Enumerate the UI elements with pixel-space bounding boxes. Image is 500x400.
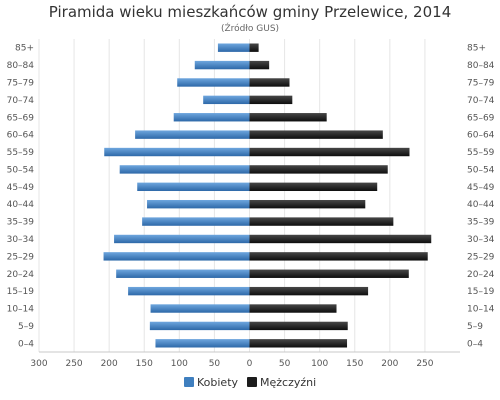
category-label-right: 85+ xyxy=(467,44,486,54)
category-label-left: 25–29 xyxy=(7,252,35,262)
bar-mezczyzni[interactable] xyxy=(249,113,327,122)
bar-kobiety[interactable] xyxy=(137,182,250,192)
bar-kobiety[interactable] xyxy=(155,339,250,348)
legend: Kobiety Mężczyźni xyxy=(184,376,316,389)
category-label-left: 55–59 xyxy=(7,148,35,158)
bar-kobiety[interactable] xyxy=(177,78,250,87)
bar-kobiety[interactable] xyxy=(135,130,250,139)
bars-group xyxy=(103,43,432,348)
category-labels: 85+ 85+ 80–84 80–84 75–79 75–79 70–74 70–74 65–6… xyxy=(7,44,495,350)
category-label-right: 75–79 xyxy=(467,78,495,88)
bar-mezczyzni[interactable] xyxy=(249,234,432,244)
bar-mezczyzni[interactable] xyxy=(249,43,259,52)
bar-mezczyzni[interactable] xyxy=(249,321,348,331)
category-label-left: 65–69 xyxy=(7,113,35,123)
x-tick-label: 200 xyxy=(101,359,118,369)
x-tick-label: 250 xyxy=(65,359,82,369)
bar-mezczyzni[interactable] xyxy=(249,199,366,209)
bar-mezczyzni[interactable] xyxy=(249,217,394,226)
category-label-right: 15–19 xyxy=(467,287,495,297)
bar-mezczyzni[interactable] xyxy=(249,269,409,278)
category-label-left: 70–74 xyxy=(7,96,35,106)
x-tick-label: 200 xyxy=(381,359,398,369)
category-label-right: 45–49 xyxy=(467,183,495,193)
category-label-left: 35–39 xyxy=(7,218,35,228)
x-tick-label: 150 xyxy=(136,359,153,369)
bar-mezczyzni[interactable] xyxy=(249,147,410,157)
category-label-left: 40–44 xyxy=(7,200,35,210)
x-tick-label: 100 xyxy=(171,359,188,369)
chart-title: Piramida wieku mieszkańców gminy Przelew… xyxy=(49,3,451,21)
category-label-right: 25–29 xyxy=(467,252,495,262)
bar-kobiety[interactable] xyxy=(217,43,250,52)
category-label-right: 35–39 xyxy=(467,218,495,228)
legend-swatch-mezczyzni xyxy=(247,377,257,387)
bar-kobiety[interactable] xyxy=(103,252,250,261)
category-label-right: 65–69 xyxy=(467,113,495,123)
bar-kobiety[interactable] xyxy=(194,60,250,70)
bar-mezczyzni[interactable] xyxy=(249,165,388,174)
category-label-right: 70–74 xyxy=(467,96,495,106)
category-label-right: 50–54 xyxy=(467,165,495,175)
category-label-right: 20–24 xyxy=(467,270,495,280)
category-label-left: 0–4 xyxy=(18,339,34,349)
category-label-right: 60–64 xyxy=(467,131,495,141)
bar-mezczyzni[interactable] xyxy=(249,252,428,261)
bar-mezczyzni[interactable] xyxy=(249,304,337,313)
legend-label-mezczyzni[interactable]: Mężczyźni xyxy=(260,376,316,389)
bar-kobiety[interactable] xyxy=(142,217,250,226)
category-label-right: 0–4 xyxy=(467,339,483,349)
category-label-left: 5–9 xyxy=(18,322,34,332)
bar-kobiety[interactable] xyxy=(104,147,250,157)
bar-mezczyzni[interactable] xyxy=(249,60,270,70)
bar-mezczyzni[interactable] xyxy=(249,182,378,192)
category-label-left: 50–54 xyxy=(7,165,35,175)
category-label-left: 30–34 xyxy=(7,235,35,245)
category-label-left: 15–19 xyxy=(7,287,35,297)
grid-lines xyxy=(38,39,460,353)
bar-mezczyzni[interactable] xyxy=(249,130,383,139)
bar-kobiety[interactable] xyxy=(116,269,250,278)
x-axis-ticks: 300 250 200 150 100 50 0 50 100 150 200 250 xyxy=(30,359,433,369)
legend-swatch-kobiety xyxy=(184,377,194,387)
category-label-right: 5–9 xyxy=(467,322,483,332)
x-tick-label: 100 xyxy=(311,359,328,369)
x-tick-label: 50 xyxy=(279,359,291,369)
bar-kobiety[interactable] xyxy=(150,304,250,313)
x-tick-label: 150 xyxy=(346,359,363,369)
bar-kobiety[interactable] xyxy=(128,286,250,296)
bar-kobiety[interactable] xyxy=(173,113,250,122)
bar-kobiety[interactable] xyxy=(149,321,250,331)
chart-subtitle: (Źródło GUS) xyxy=(221,22,279,34)
category-label-left: 75–79 xyxy=(7,78,35,88)
bar-kobiety[interactable] xyxy=(119,165,250,174)
category-label-left: 10–14 xyxy=(7,305,35,315)
category-label-right: 80–84 xyxy=(467,61,495,71)
bar-mezczyzni[interactable] xyxy=(249,286,369,296)
bar-mezczyzni[interactable] xyxy=(249,95,293,105)
category-label-right: 30–34 xyxy=(467,235,495,245)
x-tick-label: 0 xyxy=(247,359,253,369)
x-tick-label: 50 xyxy=(209,359,221,369)
x-tick-label: 300 xyxy=(30,359,47,369)
bar-kobiety[interactable] xyxy=(203,95,250,105)
legend-label-kobiety[interactable]: Kobiety xyxy=(197,376,239,389)
bar-mezczyzni[interactable] xyxy=(249,339,348,348)
category-label-left: 80–84 xyxy=(7,61,35,71)
category-label-left: 85+ xyxy=(15,44,34,54)
bar-kobiety[interactable] xyxy=(147,199,250,209)
category-label-left: 45–49 xyxy=(7,183,35,193)
category-label-right: 40–44 xyxy=(467,200,495,210)
x-tick-label: 250 xyxy=(416,359,433,369)
category-label-right: 55–59 xyxy=(467,148,495,158)
bar-mezczyzni[interactable] xyxy=(249,78,290,87)
category-label-left: 60–64 xyxy=(7,131,35,141)
bar-kobiety[interactable] xyxy=(114,234,250,244)
category-label-right: 10–14 xyxy=(467,305,495,315)
category-label-left: 20–24 xyxy=(7,270,35,280)
